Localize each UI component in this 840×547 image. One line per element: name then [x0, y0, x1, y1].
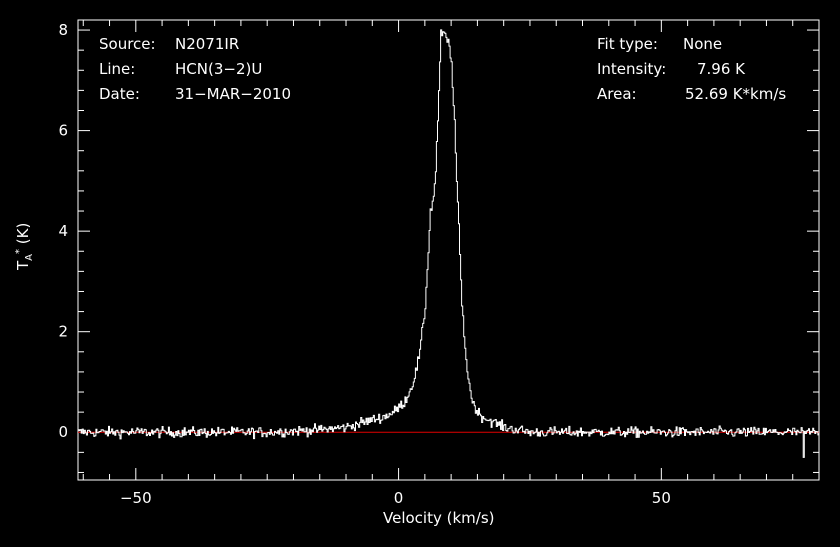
x-tick-label: 50 [652, 489, 671, 507]
y-axis-label-unit: (K) [14, 222, 32, 249]
spectrum-line [78, 29, 819, 458]
plot-frame [77, 19, 820, 481]
info-source-value: N2071IR [175, 35, 240, 53]
y-axis-label-main: T [14, 260, 32, 270]
y-tick-label: 0 [58, 423, 68, 441]
info-date-key: Date: [99, 85, 140, 103]
info-right-panel: Fit type: None Intensity: 7.96 K Area: 52.6… [597, 32, 786, 107]
info-source-key: Source: [99, 35, 156, 53]
info-intensity-row: Intensity: 7.96 K [597, 57, 786, 82]
info-area-key: Area: [597, 85, 637, 103]
y-tick-label: 6 [58, 122, 68, 140]
info-fit-value: None [683, 35, 723, 53]
info-intensity-value: 7.96 K [697, 60, 746, 78]
x-tick-label: 0 [394, 489, 404, 507]
y-tick-label: 8 [58, 21, 68, 39]
info-area-row: Area: 52.69 K*km/s [597, 82, 786, 107]
y-axis-label-sub: A [24, 253, 35, 261]
info-line-value: HCN(3−2)U [175, 60, 263, 78]
y-tick-label: 4 [58, 222, 68, 240]
tick-labels: −50 0 50 0 2 4 6 8 [58, 21, 670, 507]
info-date-row: Date: 31−MAR−2010 [99, 82, 291, 107]
axis-ticks [78, 20, 820, 480]
info-fit-key: Fit type: [597, 35, 658, 53]
info-source-row: Source: N2071IR [99, 32, 291, 57]
y-tick-label: 2 [58, 323, 68, 341]
info-date-value: 31−MAR−2010 [175, 85, 292, 103]
x-axis-label: Velocity (km/s) [383, 509, 495, 527]
info-intensity-key: Intensity: [597, 60, 667, 78]
y-axis-label-sup: * [14, 248, 25, 254]
info-line-row: Line: HCN(3−2)U [99, 57, 291, 82]
x-tick-label: −50 [120, 489, 152, 507]
info-left-panel: Source: N2071IR Line: HCN(3−2)U Date: 31−MA… [99, 32, 291, 107]
y-axis-label: TA* (K) [14, 223, 35, 270]
info-area-value: 52.69 K*km/s [685, 85, 787, 103]
info-line-key: Line: [99, 60, 136, 78]
info-fit-row: Fit type: None [597, 32, 786, 57]
